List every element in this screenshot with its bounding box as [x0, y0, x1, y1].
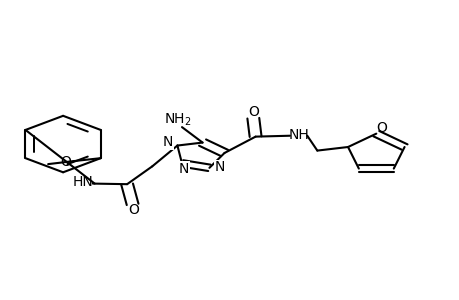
Text: O: O	[128, 203, 139, 217]
Text: O: O	[247, 105, 258, 119]
Text: NH$_2$: NH$_2$	[163, 112, 191, 128]
Text: O: O	[375, 121, 386, 135]
Text: NH: NH	[288, 128, 309, 142]
Text: N: N	[214, 160, 224, 174]
Text: O: O	[61, 155, 71, 169]
Text: N: N	[163, 135, 173, 149]
Text: HN: HN	[72, 176, 93, 189]
Text: N: N	[179, 162, 189, 176]
